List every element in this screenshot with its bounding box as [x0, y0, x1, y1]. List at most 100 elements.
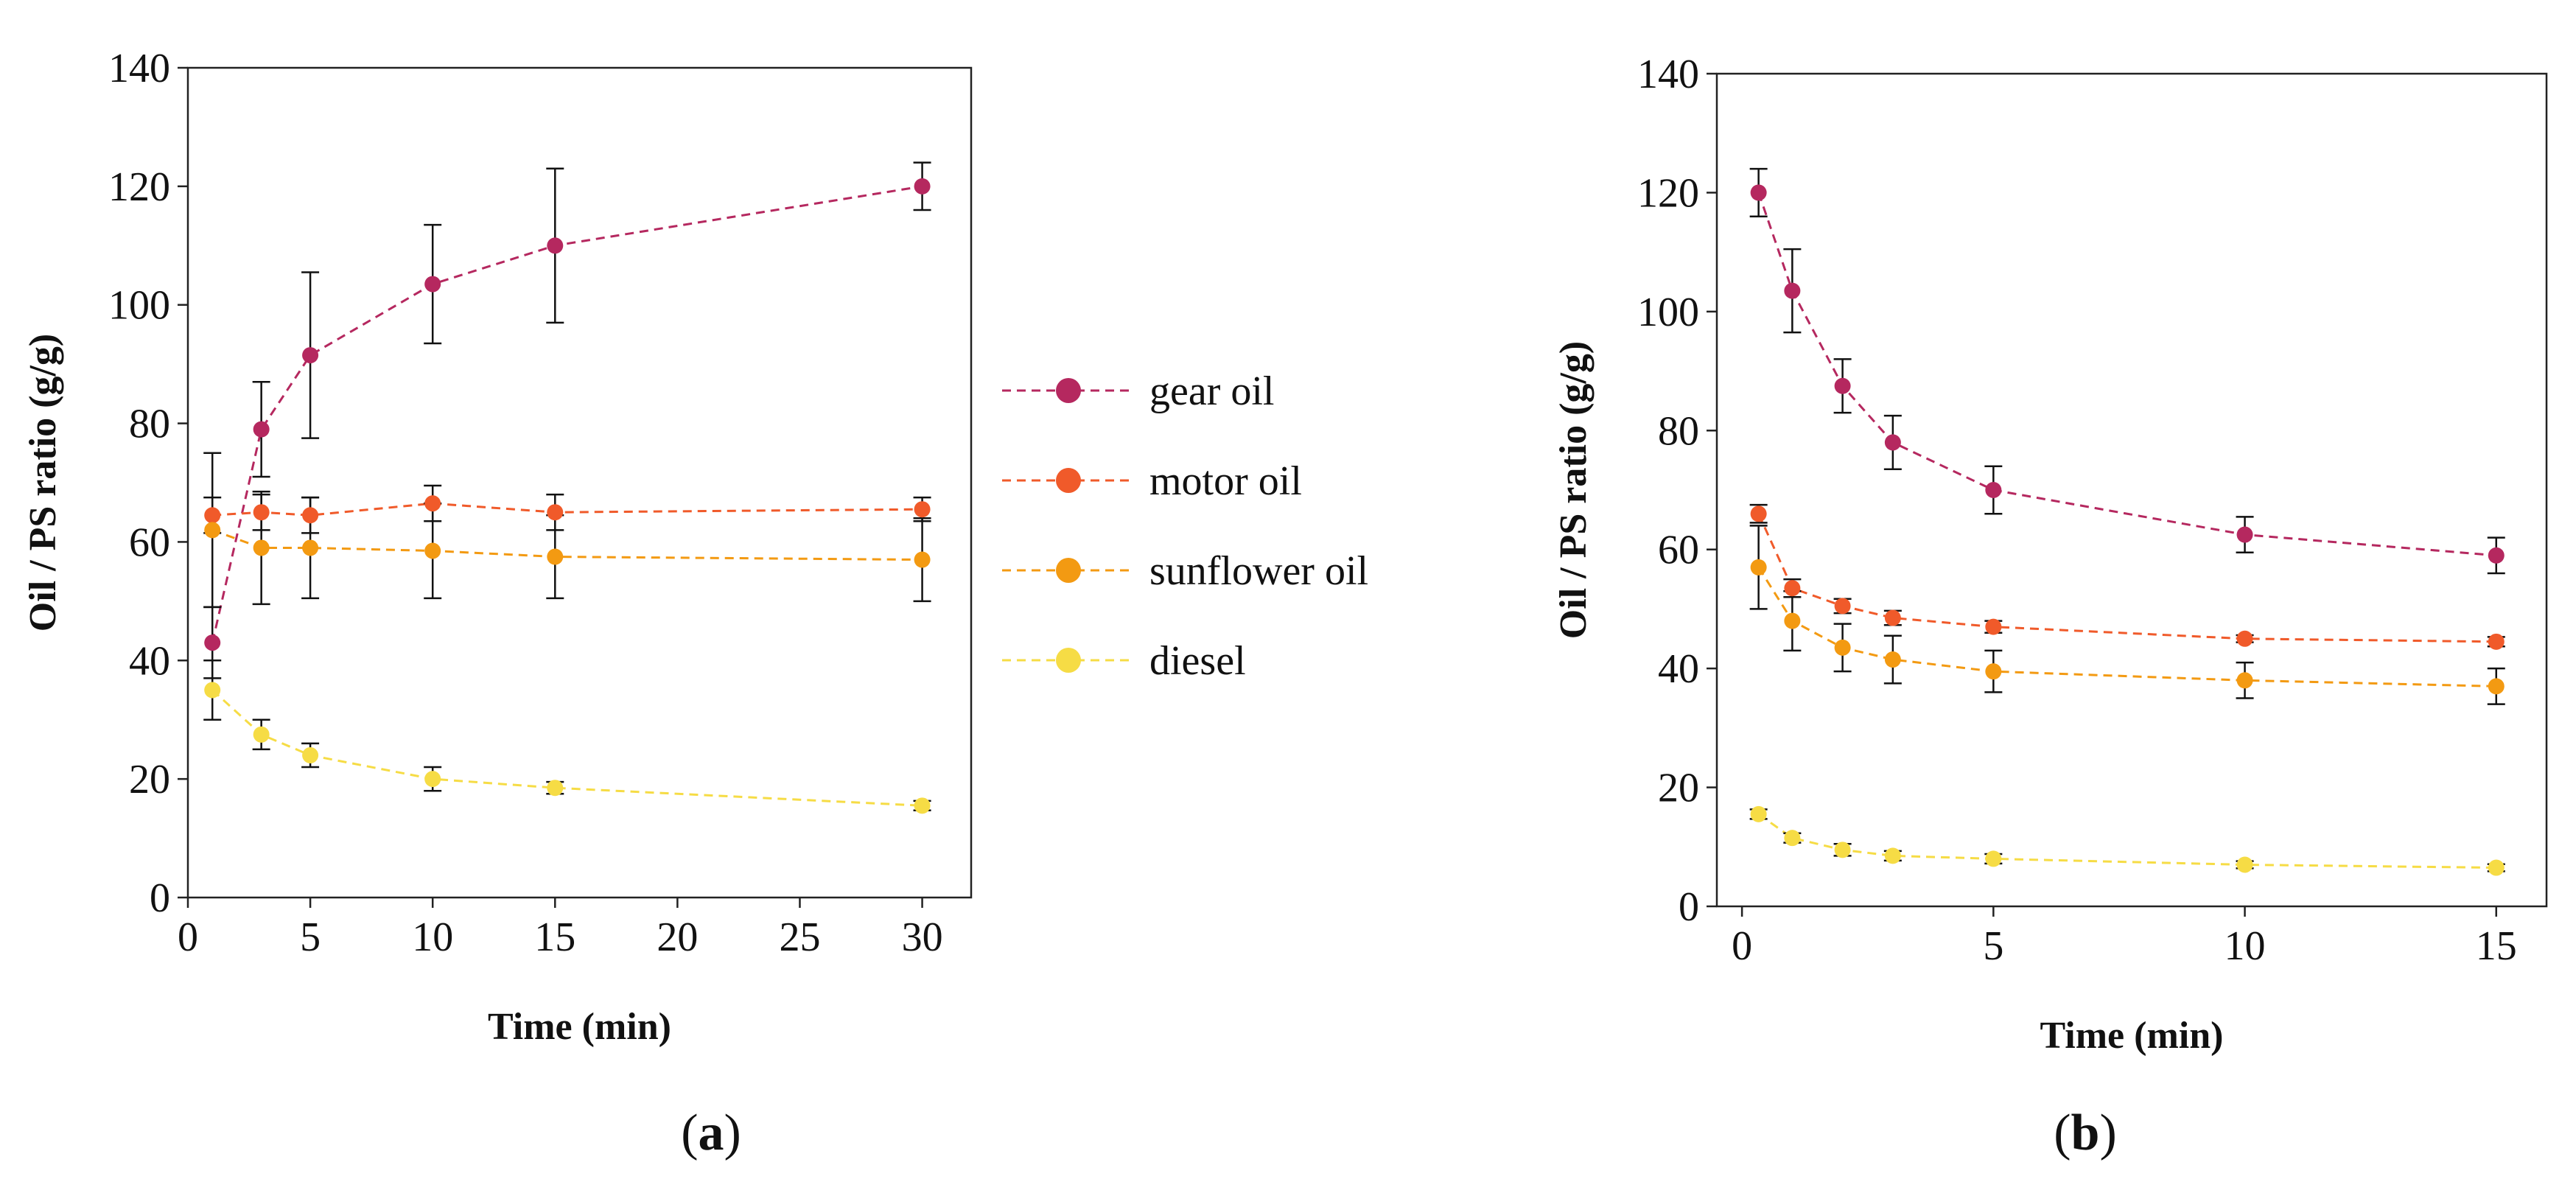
legend-marker: [1056, 468, 1081, 493]
x-tick-label-a-5: 5: [300, 914, 321, 960]
y-axis-title-b: Oil / PS ratio (g/g): [1553, 341, 1595, 639]
legend-item-motor-oil: motor oil: [1002, 458, 1302, 504]
y-tick-label-b-80: 80: [1658, 408, 1699, 454]
data-point-a-gear-oil-4: [547, 237, 564, 254]
data-point-a-gear-oil-5: [914, 178, 931, 195]
legend-item-diesel: diesel: [1002, 638, 1246, 684]
data-point-b-motor-oil-1: [1784, 580, 1801, 597]
data-point-a-motor-oil-2: [302, 507, 319, 524]
data-point-a-diesel-2: [302, 746, 319, 763]
data-point-b-gear-oil-5: [2236, 526, 2253, 543]
data-point-b-motor-oil-5: [2236, 630, 2253, 647]
y-tick-label-b-40: 40: [1658, 646, 1699, 692]
data-point-a-diesel-1: [253, 726, 270, 743]
data-point-b-sunflower-oil-3: [1884, 651, 1901, 668]
legend: gear oil motor oil sunflower oil diesel: [1002, 368, 1368, 684]
y-tick-label-b-120: 120: [1637, 170, 1699, 216]
y-tick-label-a-140: 140: [108, 46, 170, 91]
legend-label: diesel: [1149, 638, 1246, 684]
data-point-b-sunflower-oil-4: [1985, 663, 2002, 680]
legend-label: sunflower oil: [1149, 548, 1368, 594]
data-point-a-sunflower-oil-4: [547, 548, 564, 565]
x-tick-label-b-15: 15: [2476, 923, 2517, 969]
data-point-b-sunflower-oil-5: [2236, 672, 2253, 689]
y-tick-label-b-60: 60: [1658, 528, 1699, 573]
data-point-b-diesel-6: [2488, 859, 2505, 876]
data-point-a-sunflower-oil-2: [302, 539, 319, 556]
data-point-a-sunflower-oil-3: [424, 542, 441, 559]
legend-item-gear-oil: gear oil: [1002, 368, 1274, 414]
series-line-b-gear-oil: [1757, 192, 2496, 557]
data-point-b-gear-oil-0: [1750, 184, 1767, 201]
data-point-a-diesel-0: [204, 682, 221, 699]
data-point-b-sunflower-oil-6: [2488, 678, 2505, 695]
data-point-a-motor-oil-1: [253, 504, 270, 521]
data-point-b-motor-oil-4: [1985, 618, 2002, 635]
data-point-b-diesel-3: [1884, 847, 1901, 864]
plot-frame-b: [1715, 72, 2548, 908]
data-point-b-diesel-5: [2236, 856, 2253, 873]
y-tick-label-a-0: 0: [150, 875, 170, 921]
data-point-a-diesel-3: [424, 771, 441, 788]
legend-label: motor oil: [1149, 458, 1302, 504]
data-point-a-motor-oil-0: [204, 507, 221, 524]
data-point-b-motor-oil-3: [1884, 609, 1901, 626]
series-line-b-sunflower-oil: [1757, 567, 2496, 688]
y-tick-label-b-0: 0: [1679, 884, 1699, 930]
y-tick-label-b-140: 140: [1637, 52, 1699, 97]
data-point-a-gear-oil-1: [253, 421, 270, 438]
data-point-b-motor-oil-6: [2488, 633, 2505, 650]
data-point-b-diesel-0: [1750, 805, 1767, 822]
data-point-a-sunflower-oil-0: [204, 522, 221, 539]
legend-marker: [1056, 648, 1081, 673]
x-tick-label-a-30: 30: [902, 914, 943, 960]
y-tick-label-b-20: 20: [1658, 766, 1699, 811]
data-point-b-sunflower-oil-1: [1784, 612, 1801, 629]
y-tick-label-a-120: 120: [108, 164, 170, 210]
data-point-b-sunflower-oil-0: [1750, 559, 1767, 575]
data-point-b-gear-oil-4: [1985, 482, 2002, 498]
data-point-a-gear-oil-3: [424, 276, 441, 293]
series-line-a-sunflower-oil: [211, 528, 923, 561]
x-tick-label-a-25: 25: [779, 914, 820, 960]
x-tick-label-a-10: 10: [412, 914, 453, 960]
data-point-b-motor-oil-2: [1834, 598, 1851, 615]
x-tick-label-a-15: 15: [534, 914, 575, 960]
x-tick-label-a-0: 0: [178, 914, 198, 960]
data-point-b-sunflower-oil-2: [1834, 639, 1851, 656]
series-line-b-diesel: [1757, 813, 2496, 870]
chart-a: 0 20 40 60 80 100 120 140 0 5 10 15 20 25 30 Time (min)…: [22, 46, 973, 1048]
series-line-a-motor-oil: [212, 502, 923, 517]
data-point-a-motor-oil-5: [914, 501, 931, 518]
y-tick-label-a-80: 80: [129, 402, 170, 447]
data-point-a-gear-oil-0: [204, 634, 221, 651]
data-point-b-diesel-2: [1834, 842, 1851, 858]
data-point-a-motor-oil-4: [547, 504, 564, 521]
data-point-b-diesel-4: [1985, 850, 2002, 867]
data-point-b-diesel-1: [1784, 830, 1801, 847]
panel-label-b: (b): [2054, 1105, 2117, 1161]
series-line-a-diesel: [211, 689, 923, 807]
data-point-a-diesel-4: [547, 780, 564, 797]
data-point-a-sunflower-oil-5: [914, 551, 931, 568]
legend-label: gear oil: [1149, 368, 1274, 414]
series-line-b-motor-oil: [1757, 513, 2496, 643]
data-point-b-gear-oil-2: [1834, 377, 1851, 394]
x-tick-label-a-20: 20: [657, 914, 698, 960]
data-point-a-sunflower-oil-1: [253, 539, 270, 556]
panel-label-a: (a): [681, 1105, 741, 1161]
x-tick-label-b-5: 5: [1983, 923, 2003, 969]
y-tick-label-a-100: 100: [108, 283, 170, 329]
data-point-b-motor-oil-0: [1750, 505, 1767, 522]
data-point-b-gear-oil-6: [2488, 547, 2505, 564]
data-point-a-gear-oil-2: [302, 347, 319, 364]
x-tick-label-b-10: 10: [2225, 923, 2266, 969]
chart-b: 0 20 40 60 80 100 120 140 0 5 10 15 Time (min) Oil / …: [1553, 52, 2548, 1057]
series-line-a-gear-oil: [211, 185, 923, 643]
plot-frame-a: [186, 66, 973, 899]
y-tick-label-a-60: 60: [129, 519, 170, 565]
y-tick-label-b-100: 100: [1637, 290, 1699, 335]
x-axis-title-b: Time (min): [2040, 1015, 2224, 1057]
legend-marker: [1056, 558, 1081, 583]
